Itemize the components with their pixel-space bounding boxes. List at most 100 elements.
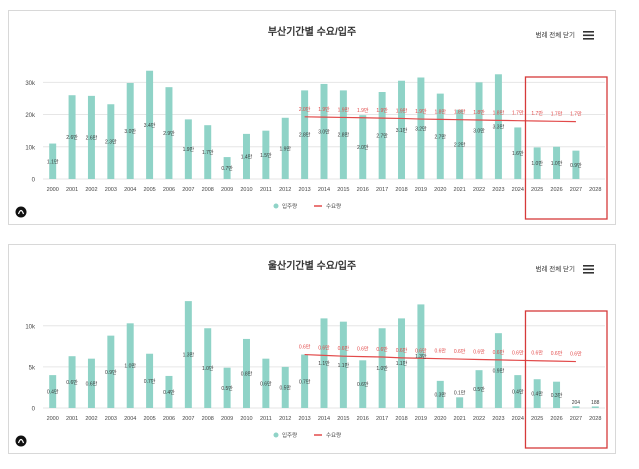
bar-2009 [223,157,231,179]
bar-value-label: 3.4만 [144,122,156,129]
demand-value-label: 0.6만 [318,344,330,351]
bar-2028 [591,406,599,408]
bar-2009 [223,367,231,408]
x-tick-label: 2002 [85,187,97,193]
x-tick-label: 2010 [240,416,252,422]
x-tick-label: 2026 [550,187,562,193]
bar-value-label: 1.3만 [183,352,195,359]
x-tick-label: 2006 [163,187,175,193]
bar-value-label: 1.0만 [531,160,543,167]
x-tick-label: 2016 [357,416,369,422]
x-tick-label: 2022 [473,187,485,193]
demand-value-label: 1.7만 [531,110,543,117]
bar-value-label: 2.7만 [376,133,388,140]
bar-value-label: 0.7만 [144,378,156,385]
x-tick-label: 2024 [512,187,524,193]
demand-value-label: 0.6만 [434,348,446,355]
x-tick-label: 2018 [395,187,407,193]
y-tick-label: 0 [32,407,36,413]
x-tick-label: 2001 [66,187,78,193]
y-tick-label: 5k [29,365,36,371]
x-tick-label: 2017 [376,416,388,422]
y-tick-label: 0 [32,178,36,184]
bar-2016 [359,115,367,179]
hamburger-menu-icon[interactable] [583,31,594,40]
x-tick-label: 2014 [318,416,330,422]
bar-value-label: 0.1만 [454,389,466,396]
bar-value-label: 0.7만 [221,165,233,172]
x-tick-label: 2010 [240,187,252,193]
bar-value-label: 2.8만 [299,132,311,139]
x-tick-label: 2005 [143,187,155,193]
x-tick-label: 2015 [337,187,349,193]
bar-value-label: 1.7만 [202,149,214,156]
legend-supply-marker [273,432,279,438]
chart-panel-busan: 부산기간별 수요/입주 범례 전체 닫기 0 10k 20k 30k 1.1만 2.6만 2.6… [8,10,616,225]
x-tick-label: 2009 [221,187,233,193]
bar-2014 [320,318,328,408]
bar-value-label: 1.9만 [279,145,291,152]
chart-panel-ulsan: 울산기간별 수요/입주 범례 전체 닫기 0 5k 10k 0.4만 0.6만 0.6만 0.9… [8,244,616,454]
bar-2020 [436,93,444,179]
demand-value-label: 1.7만 [570,111,582,118]
x-tick-label: 2006 [163,416,175,422]
demand-value-label: 0.6만 [376,346,388,353]
chart-title: 부산기간별 수요/입주 [268,25,356,38]
x-tick-label: 2016 [357,187,369,193]
bar-value-label: 1.5만 [260,152,272,159]
bar-2003 [107,104,115,179]
x-tick-label: 2028 [589,416,601,422]
bar-2013 [301,354,309,408]
bar-value-label: 0.6만 [357,381,369,388]
bar-2008 [204,125,212,179]
bar-value-label: 0.9만 [493,368,505,375]
y-tick-label: 10k [25,145,36,151]
y-tick-label: 30k [25,81,36,87]
bar-value-label: 1.3만 [415,353,427,360]
x-tick-label: 2015 [337,416,349,422]
bar-2018 [398,318,406,408]
hamburger-menu-icon[interactable] [583,265,594,274]
x-tick-label: 2002 [85,416,97,422]
bar-2011 [262,130,270,179]
menu-icon-line [583,272,594,274]
bar-value-label: 3.0만 [473,128,485,135]
bar-value-label: 3.3만 [493,124,505,131]
legend-supply-label[interactable]: 입주량 [282,202,297,210]
bar-value-label: 3.2만 [415,125,427,132]
x-tick-label: 2027 [570,187,582,193]
legend-supply-label[interactable]: 입주량 [282,431,297,439]
logo-mark [17,438,25,444]
x-tick-label: 2000 [47,187,59,193]
bar-value-label: 2.6만 [66,134,78,141]
bar-value-label: 1.0만 [551,160,563,167]
demand-value-label: 1.9만 [338,106,350,113]
demand-value-label: 0.6만 [473,348,485,355]
bar-value-label: 1.0만 [376,365,388,372]
bar-value-label: 0.4만 [163,389,175,396]
demand-value-label: 1.9만 [318,106,330,113]
x-tick-label: 2019 [415,187,427,193]
menu-icon-line [583,268,594,271]
legend-toggle-link[interactable]: 범례 전체 닫기 [536,264,576,273]
bar-2027 [572,406,580,408]
legend-demand-label[interactable]: 수요량 [326,432,341,439]
demand-line [304,116,576,123]
brand-logo-icon [15,435,27,447]
bar-value-label: 0.7만 [299,378,311,385]
legend-demand-label[interactable]: 수요량 [326,203,341,210]
x-tick-label: 2008 [202,416,214,422]
forecast-highlight-box [524,310,608,449]
bar-value-label: 2.7만 [434,133,446,140]
x-tick-label: 2023 [492,187,504,193]
logo-mark [17,209,25,215]
legend-toggle-link[interactable]: 범례 전체 닫기 [536,30,576,39]
bar-2018 [398,80,406,179]
bar-value-label: 0.4만 [531,391,543,398]
x-tick-label: 2001 [66,416,78,422]
bar-value-label: 1.1만 [338,362,350,369]
x-tick-label: 2011 [260,416,272,422]
bar-2007 [184,119,192,179]
bar-value-label: 2.6만 [86,134,98,141]
bar-2013 [301,90,309,179]
